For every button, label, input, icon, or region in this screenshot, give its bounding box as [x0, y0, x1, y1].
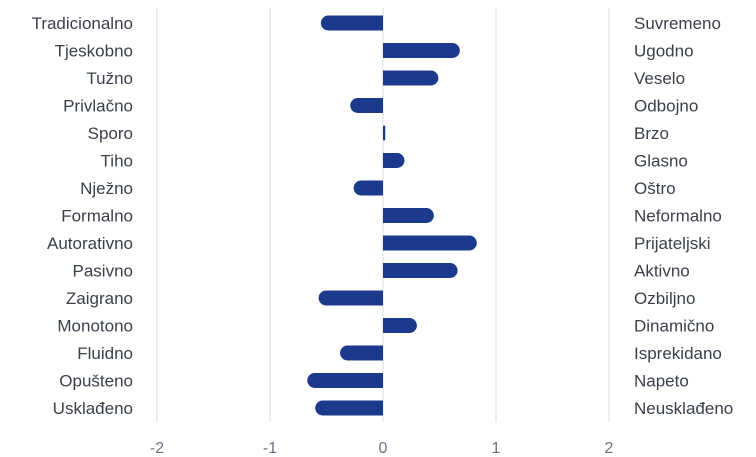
- bar: [320, 15, 383, 31]
- left-category-label: Fluidno: [77, 344, 133, 363]
- bar: [383, 263, 458, 278]
- bar: [383, 125, 386, 141]
- bar-base: [383, 235, 391, 251]
- right-category-label: Neformalno: [634, 207, 722, 226]
- right-category-label: Prijateljski: [634, 234, 711, 253]
- left-category-label: Tjeskobno: [55, 42, 133, 61]
- left-category-label: Tužno: [86, 69, 133, 88]
- right-category-label: Veselo: [634, 69, 685, 88]
- right-category-label: Neusklađeno: [634, 399, 733, 418]
- bar-base: [383, 43, 391, 58]
- right-category-label: Ugodno: [634, 42, 694, 61]
- left-category-label: Autorativno: [47, 234, 133, 253]
- left-category-label: Opušteno: [59, 372, 133, 391]
- x-tick-label: 0: [379, 440, 388, 457]
- bar-base: [375, 290, 383, 306]
- left-category-label: Formalno: [61, 207, 133, 226]
- right-category-label: Odbojno: [634, 97, 698, 116]
- right-category-label: Ozbiljno: [634, 289, 695, 308]
- right-category-label: Suvremeno: [634, 14, 721, 33]
- left-category-label: Tiho: [101, 152, 133, 171]
- bar-base: [375, 15, 383, 31]
- bar: [383, 318, 417, 333]
- left-category-label: Usklađeno: [53, 399, 133, 418]
- bar: [383, 208, 434, 223]
- bar-base: [383, 208, 391, 223]
- left-category-label: Tradicionalno: [32, 14, 133, 33]
- x-tick-labels: -2 -1 0 1 2: [150, 440, 614, 457]
- left-category-label: Pasivno: [73, 262, 133, 281]
- x-tick-label: 2: [605, 440, 614, 457]
- left-category-label: Zaigrano: [66, 289, 133, 308]
- bar: [318, 290, 383, 306]
- left-category-label: Nježno: [80, 179, 133, 198]
- x-tick-label: -2: [150, 440, 164, 457]
- left-category-label: Privlačno: [63, 97, 133, 116]
- bar: [383, 43, 460, 58]
- right-category-label: Aktivno: [634, 262, 690, 281]
- bar-base: [383, 153, 391, 168]
- bar-base: [375, 400, 383, 416]
- right-category-label: Isprekidano: [634, 344, 722, 363]
- right-category-label: Brzo: [634, 124, 669, 143]
- left-category-label: Monotono: [57, 317, 133, 336]
- bar-base: [383, 263, 391, 278]
- left-category-labels: Tradicionalno Tjeskobno Tužno Privlačno Spor…: [32, 14, 133, 418]
- bar-base: [383, 70, 391, 86]
- bar: [383, 70, 439, 86]
- right-category-label: Glasno: [634, 152, 688, 171]
- bar-base: [383, 318, 391, 333]
- bar-base: [375, 98, 383, 113]
- right-category-label: Oštro: [634, 179, 676, 198]
- bar-base: [375, 373, 383, 388]
- right-category-label: Dinamično: [634, 317, 714, 336]
- bars: [307, 15, 477, 416]
- bar: [340, 345, 383, 361]
- bar-base: [375, 345, 383, 361]
- bar-base: [375, 180, 383, 196]
- bar: [350, 98, 383, 113]
- x-tick-label: 1: [492, 440, 501, 457]
- x-tick-label: -1: [263, 440, 277, 457]
- right-category-labels: Suvremeno Ugodno Veselo Odbojno Brzo Glasno Oš…: [634, 14, 733, 418]
- bar: [307, 373, 383, 388]
- bar: [383, 235, 477, 251]
- right-category-label: Napeto: [634, 372, 689, 391]
- bar: [315, 400, 383, 416]
- left-category-label: Sporo: [88, 124, 133, 143]
